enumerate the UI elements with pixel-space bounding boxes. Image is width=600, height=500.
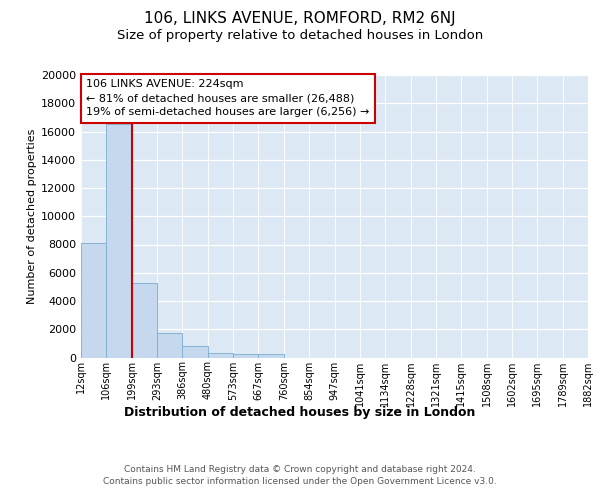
Text: 106, LINKS AVENUE, ROMFORD, RM2 6NJ: 106, LINKS AVENUE, ROMFORD, RM2 6NJ (144, 12, 456, 26)
Bar (233, 354, 259, 358)
Bar (182, 346, 208, 358)
Text: 106 LINKS AVENUE: 224sqm
← 81% of detached houses are smaller (26,488)
19% of se: 106 LINKS AVENUE: 224sqm ← 81% of detach… (86, 79, 370, 117)
Bar (81, 243, 106, 358)
Text: Contains HM Land Registry data © Crown copyright and database right 2024.
Contai: Contains HM Land Registry data © Crown c… (103, 465, 497, 486)
Text: Size of property relative to detached houses in London: Size of property relative to detached ho… (117, 28, 483, 42)
Bar (106, 124, 132, 358)
Bar (208, 354, 233, 358)
Bar (157, 333, 182, 357)
Bar (259, 354, 284, 358)
Bar (132, 282, 157, 358)
Text: Distribution of detached houses by size in London: Distribution of detached houses by size … (124, 406, 476, 419)
Y-axis label: Number of detached properties: Number of detached properties (27, 128, 37, 304)
